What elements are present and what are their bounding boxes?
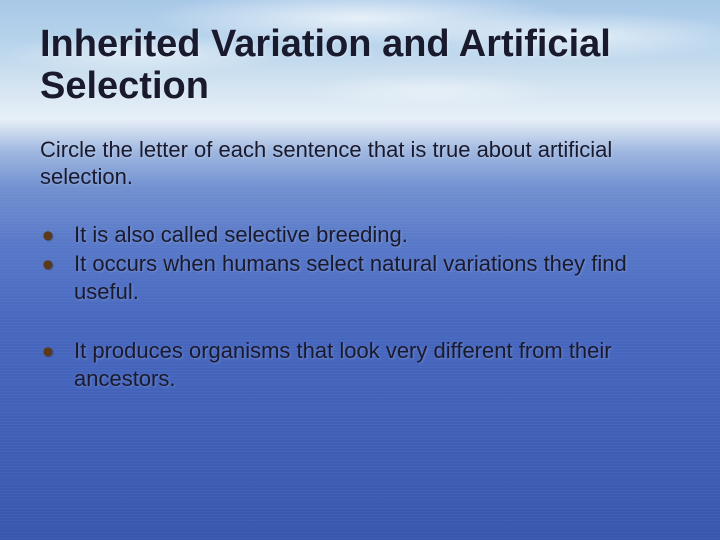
bullet-list-1: It is also called selective breeding. It… <box>40 221 680 306</box>
bullet-item: It occurs when humans select natural var… <box>40 250 680 305</box>
slide-instruction: Circle the letter of each sentence that … <box>40 136 680 191</box>
bullet-text: It produces organisms that look very dif… <box>74 338 612 391</box>
bullet-text: It occurs when humans select natural var… <box>74 251 627 304</box>
bullet-text: It is also called selective breeding. <box>74 222 408 247</box>
slide-container: Inherited Variation and Artificial Selec… <box>0 0 720 540</box>
slide-title: Inherited Variation and Artificial Selec… <box>40 24 680 108</box>
bullet-list-2: It produces organisms that look very dif… <box>40 337 680 392</box>
bullet-item: It is also called selective breeding. <box>40 221 680 249</box>
bullet-item: It produces organisms that look very dif… <box>40 337 680 392</box>
